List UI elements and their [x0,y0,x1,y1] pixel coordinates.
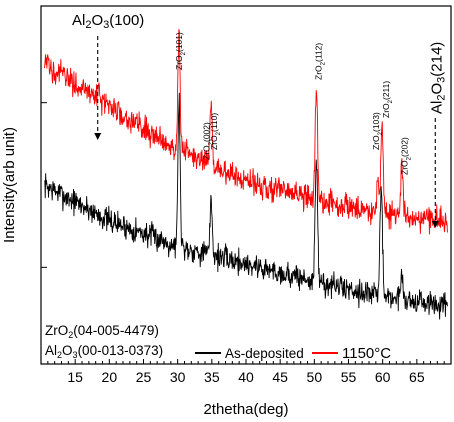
annotation-layer: ZrO2(101) ZrO2(002)ZrO2(110) ZrO2(112) ZrO2… [45,12,447,362]
x-tick-label: 50 [307,369,323,385]
x-tick-label: 15 [67,369,83,385]
peak-label: ZrO2(110) [209,113,222,150]
x-tick-label: 35 [204,369,220,385]
arrow-label: Al2O3(214) [428,42,447,114]
plot-frame [40,5,452,365]
x-tick-label: 20 [102,369,118,385]
x-tick-label: 60 [375,369,391,385]
peak-label: ZrO2(202) [400,137,413,175]
svg-text:ZrO2(202): ZrO2(202) [400,137,413,175]
svg-text:ZrO2(002): ZrO2(002) [201,122,214,160]
peak-label: ZrO2(211) [381,81,394,118]
x-axis-label: 2thetha(deg) [203,401,288,418]
svg-text:ZrO2(211): ZrO2(211) [381,81,394,118]
series-line-1 [43,29,448,235]
svg-text:Al2O3(214): Al2O3(214) [428,42,447,114]
x-tick-label: 45 [272,369,288,385]
svg-text:ZrO2(112): ZrO2(112) [313,43,326,80]
svg-text:ZrO2(110): ZrO2(110) [209,113,222,150]
legend-label: 1150°C [342,345,391,362]
annotation-arrow-head [94,133,102,140]
x-tick-label: 55 [341,369,357,385]
peak-label: ZrO2(101) [174,32,187,70]
annotation-arrow-head [431,221,439,228]
x-tick-label: 65 [409,369,425,385]
x-tick-label: 25 [136,369,152,385]
tick-layer: 15 20 25 30 35 40 45 50 55 60 65 [41,102,445,385]
peak-label: ZrO2(112) [313,43,326,80]
reference-note: Al2O3(00-013-0373) [45,343,163,360]
peak-label: ZrO2(002) [201,122,214,160]
reference-note: ZrO2(04-005-4479) [45,323,159,340]
arrow-label: Al2O3(100) [72,12,144,31]
svg-text:ZrO2(101): ZrO2(101) [174,32,187,70]
svg-text:ZrO2(103): ZrO2(103) [371,112,384,150]
series-layer [43,29,448,320]
series-line-0 [44,92,448,320]
x-tick-label: 30 [170,369,186,385]
legend-label: As-deposited [225,346,304,361]
y-axis-label: Intensity(arb unit) [1,127,18,243]
x-tick-label: 40 [238,369,254,385]
peak-label: ZrO2(103) [371,112,384,150]
